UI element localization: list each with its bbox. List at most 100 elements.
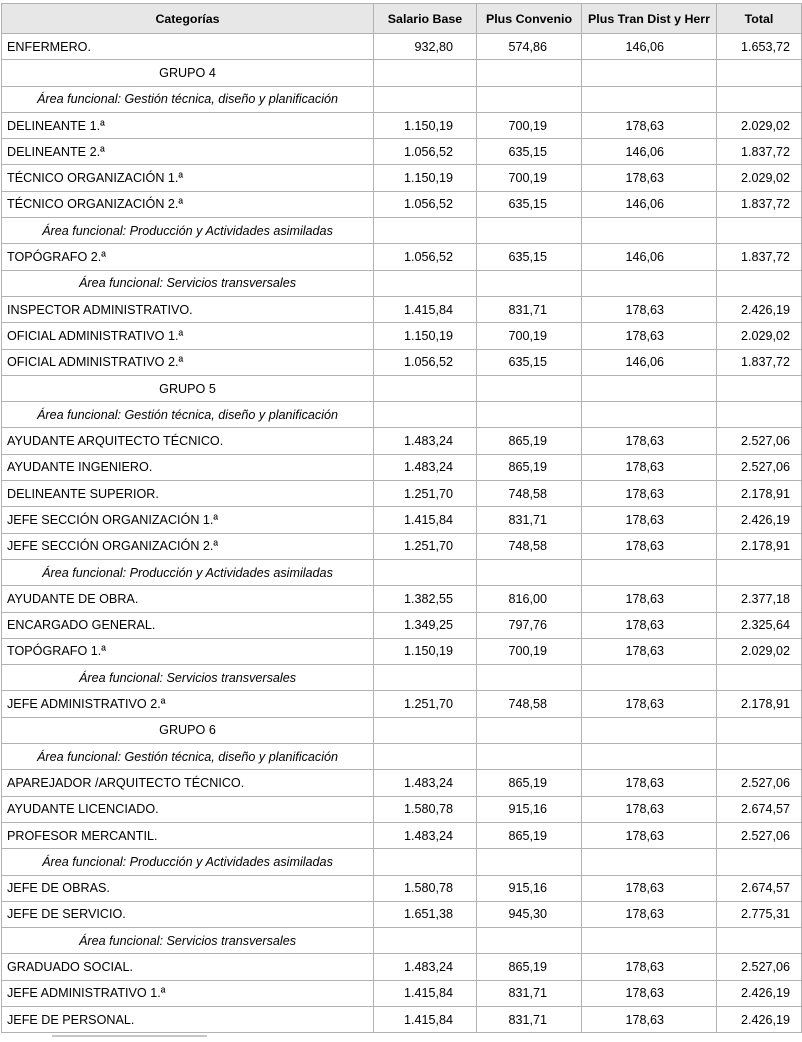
value-cell-plus_tran: 178,63 <box>581 953 717 981</box>
empty-cell <box>373 664 477 692</box>
table-row: GRADUADO SOCIAL. 1.483,24 865,19 178,63 2.52… <box>1 953 802 981</box>
category-cell: GRADUADO SOCIAL. <box>1 953 374 981</box>
area-header-row: Área funcional: Gestión técnica, diseño … <box>1 85 802 113</box>
area-label-cell: Área funcional: Servicios transversales <box>1 664 374 692</box>
value-cell-salario_base: 1.580,78 <box>373 795 477 823</box>
group-label-cell: GRUPO 6 <box>1 716 374 745</box>
value-cell-total: 2.426,19 <box>716 979 802 1007</box>
value-cell-plus_tran: 178,63 <box>581 111 717 140</box>
empty-cell <box>581 85 717 113</box>
area-label-cell: Área funcional: Gestión técnica, diseño … <box>1 85 374 113</box>
value-cell-salario_base: 1.483,24 <box>373 769 477 797</box>
value-cell-plus_tran: 178,63 <box>581 821 717 850</box>
table-row: JEFE SECCIÓN ORGANIZACIÓN 2.ª 1.251,70 748… <box>1 532 802 560</box>
value-cell-plus_tran: 178,63 <box>581 585 717 613</box>
category-cell: OFICIAL ADMINISTRATIVO 2.ª <box>1 348 374 376</box>
empty-cell <box>476 558 582 587</box>
value-cell-plus_convenio: 831,71 <box>476 295 582 324</box>
value-cell-plus_tran: 146,06 <box>581 32 717 61</box>
group-label-cell: GRUPO 4 <box>1 59 374 87</box>
category-cell: TOPÓGRAFO 2.ª <box>1 243 374 271</box>
table-row: AYUDANTE DE OBRA. 1.382,55 816,00 178,63 2.3… <box>1 585 802 613</box>
empty-cell <box>476 269 582 297</box>
value-cell-plus_tran: 178,63 <box>581 164 717 192</box>
value-cell-total: 2.674,57 <box>716 795 802 823</box>
area-label-cell: Área funcional: Producción y Actividades… <box>1 217 374 245</box>
value-cell-total: 2.426,19 <box>716 1005 802 1034</box>
table-row: JEFE DE PERSONAL. 1.415,84 831,71 178,63 2.4… <box>1 1005 802 1034</box>
empty-cell <box>581 927 717 955</box>
empty-cell <box>581 664 717 692</box>
table-row: OFICIAL ADMINISTRATIVO 2.ª 1.056,52 635,15… <box>1 348 802 376</box>
table-row: TÉCNICO ORGANIZACIÓN 1.ª 1.150,19 700,19 17… <box>1 164 802 192</box>
empty-cell <box>716 269 802 297</box>
empty-cell <box>476 927 582 955</box>
category-cell: AYUDANTE DE OBRA. <box>1 585 374 613</box>
area-label-cell: Área funcional: Producción y Actividades… <box>1 848 374 876</box>
value-cell-plus_tran: 178,63 <box>581 322 717 350</box>
table-row: JEFE DE OBRAS. 1.580,78 915,16 178,63 2.674,… <box>1 874 802 902</box>
value-cell-salario_base: 1.483,24 <box>373 453 477 482</box>
value-cell-plus_convenio: 915,16 <box>476 874 582 902</box>
value-cell-plus_tran: 178,63 <box>581 611 717 639</box>
value-cell-salario_base: 1.056,52 <box>373 138 477 166</box>
area-label-cell: Área funcional: Servicios transversales <box>1 269 374 297</box>
category-cell: AYUDANTE ARQUITECTO TÉCNICO. <box>1 427 374 455</box>
value-cell-total: 2.775,31 <box>716 900 802 929</box>
table-row: DELINEANTE SUPERIOR. 1.251,70 748,58 178,63… <box>1 480 802 508</box>
value-cell-total: 2.029,02 <box>716 637 802 666</box>
value-cell-plus_tran: 178,63 <box>581 795 717 823</box>
category-cell: PROFESOR MERCANTIL. <box>1 821 374 850</box>
category-cell: DELINEANTE 1.ª <box>1 111 374 140</box>
empty-cell <box>476 85 582 113</box>
value-cell-total: 1.837,72 <box>716 190 802 219</box>
category-cell: AYUDANTE INGENIERO. <box>1 453 374 482</box>
value-cell-salario_base: 1.415,84 <box>373 979 477 1007</box>
table-row: DELINEANTE 1.ª 1.150,19 700,19 178,63 2.029,… <box>1 111 802 140</box>
value-cell-total: 2.527,06 <box>716 953 802 981</box>
value-cell-total: 2.426,19 <box>716 506 802 534</box>
value-cell-plus_tran: 178,63 <box>581 637 717 666</box>
value-cell-plus_tran: 178,63 <box>581 769 717 797</box>
value-cell-plus_convenio: 945,30 <box>476 900 582 929</box>
value-cell-salario_base: 1.251,70 <box>373 480 477 508</box>
table-row: AYUDANTE ARQUITECTO TÉCNICO. 1.483,24 865,… <box>1 427 802 455</box>
category-cell: JEFE DE OBRAS. <box>1 874 374 902</box>
value-cell-salario_base: 1.150,19 <box>373 637 477 666</box>
empty-cell <box>476 401 582 429</box>
value-cell-plus_tran: 178,63 <box>581 874 717 902</box>
value-cell-total: 2.029,02 <box>716 111 802 140</box>
empty-cell <box>476 374 582 403</box>
category-cell: JEFE SECCIÓN ORGANIZACIÓN 2.ª <box>1 532 374 560</box>
category-cell: TOPÓGRAFO 1.ª <box>1 637 374 666</box>
empty-cell <box>476 664 582 692</box>
table-row: INSPECTOR ADMINISTRATIVO. 1.415,84 831,71 1… <box>1 295 802 324</box>
empty-cell <box>716 716 802 745</box>
table-row: OFICIAL ADMINISTRATIVO 1.ª 1.150,19 700,19… <box>1 322 802 350</box>
empty-cell <box>716 664 802 692</box>
column-header-total: Total <box>716 3 802 34</box>
empty-cell <box>716 401 802 429</box>
empty-cell <box>581 401 717 429</box>
category-cell: INSPECTOR ADMINISTRATIVO. <box>1 295 374 324</box>
table-row: PROFESOR MERCANTIL. 1.483,24 865,19 178,63 2… <box>1 821 802 850</box>
value-cell-plus_tran: 146,06 <box>581 138 717 166</box>
value-cell-total: 2.325,64 <box>716 611 802 639</box>
area-label-cell: Área funcional: Servicios transversales <box>1 927 374 955</box>
value-cell-plus_convenio: 865,19 <box>476 769 582 797</box>
empty-cell <box>581 59 717 87</box>
table-row: TÉCNICO ORGANIZACIÓN 2.ª 1.056,52 635,15 14… <box>1 190 802 219</box>
value-cell-salario_base: 1.056,52 <box>373 190 477 219</box>
empty-cell <box>373 743 477 771</box>
value-cell-salario_base: 1.150,19 <box>373 111 477 140</box>
value-cell-plus_convenio: 700,19 <box>476 637 582 666</box>
empty-cell <box>581 374 717 403</box>
value-cell-plus_convenio: 831,71 <box>476 1005 582 1034</box>
table-header-row: Categorías Salario Base Plus Convenio Plus … <box>1 3 802 34</box>
column-header-salario_base: Salario Base <box>373 3 477 34</box>
empty-cell <box>716 85 802 113</box>
value-cell-total: 1.837,72 <box>716 138 802 166</box>
value-cell-salario_base: 1.483,24 <box>373 953 477 981</box>
category-cell: JEFE ADMINISTRATIVO 1.ª <box>1 979 374 1007</box>
